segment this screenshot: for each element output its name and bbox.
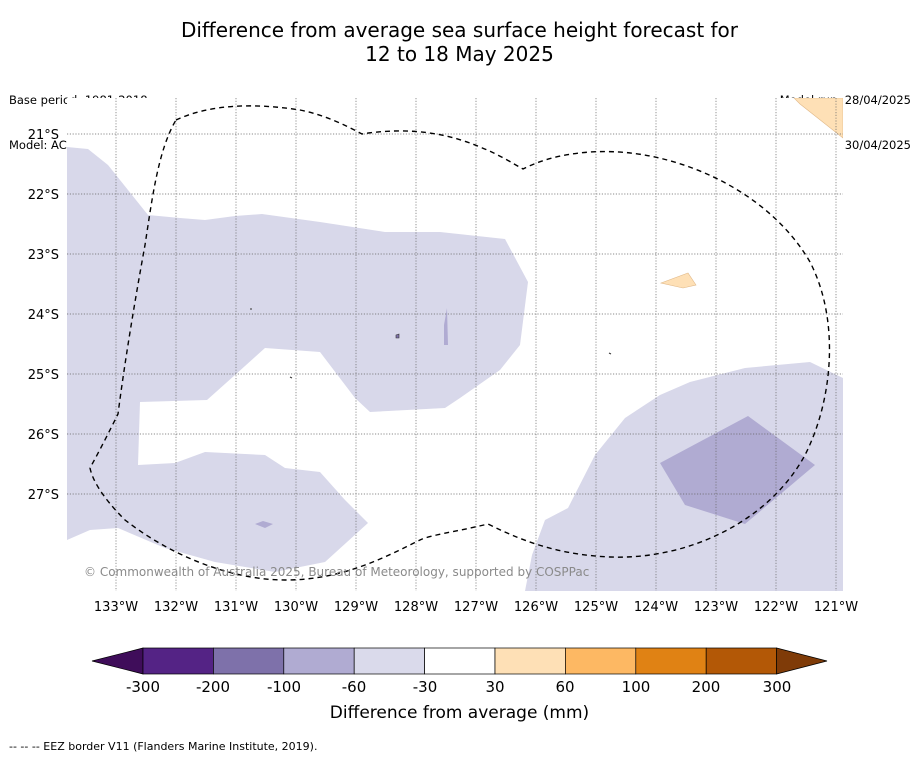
colorbar-extend-low [91, 647, 144, 675]
eez-legend-footer: -- -- -- EEZ border V11 (Flanders Marine… [9, 740, 318, 753]
lon-label: 127°W [454, 600, 498, 615]
colorbar-bin [494, 647, 566, 675]
anomaly-region-neg60-spot [444, 308, 448, 345]
lat-label: 23°S [28, 248, 59, 263]
lon-label: 124°W [634, 600, 678, 615]
map-area [67, 98, 843, 591]
title-line-2: 12 to 18 May 2025 [365, 42, 554, 66]
colorbar-tick-label: -100 [266, 678, 302, 696]
lon-label: 122°W [754, 600, 798, 615]
copyright-notice: © Commonwealth of Australia 2025, Bureau… [84, 565, 590, 579]
longitude-labels: 133°W 132°W 131°W 130°W 129°W 128°W 127°… [94, 600, 858, 615]
latitude-labels: 21°S 22°S 23°S 24°S 25°S 26°S 27°S [28, 128, 59, 503]
lon-label: 123°W [694, 600, 738, 615]
lat-label: 24°S [28, 308, 59, 323]
gridlines [67, 98, 843, 591]
colorbar-tick-label: -300 [125, 678, 161, 696]
lon-label: 129°W [334, 600, 378, 615]
colorbar-tick-label: 100 [621, 678, 651, 696]
colorbar-tick-label: 60 [555, 678, 575, 696]
anomaly-mark-1 [395, 333, 400, 339]
colorbar-bin [213, 647, 285, 675]
anomaly-mark-3 [289, 376, 293, 379]
colorbar-bin [565, 647, 637, 675]
colorbar-bin [424, 647, 496, 675]
anomaly-region-pos30-corner [793, 98, 843, 139]
lon-label: 128°W [394, 600, 438, 615]
lat-label: 21°S [28, 128, 59, 143]
colorbar-tick-label: 30 [485, 678, 505, 696]
anomaly-mark-4 [608, 352, 612, 355]
lon-label: 125°W [574, 600, 618, 615]
lon-label: 133°W [94, 600, 138, 615]
lat-label: 25°S [28, 368, 59, 383]
lon-label: 131°W [214, 600, 258, 615]
map-title: Difference from average sea surface heig… [0, 18, 919, 66]
lon-label: 132°W [154, 600, 198, 615]
title-line-1: Difference from average sea surface heig… [180, 18, 739, 42]
colorbar-tick-label: 200 [691, 678, 721, 696]
colorbar [91, 647, 828, 675]
colorbar-tick-label: -200 [195, 678, 231, 696]
anomaly-region-neg60-small [255, 521, 273, 528]
lon-label: 130°W [274, 600, 318, 615]
lat-label: 27°S [28, 488, 59, 503]
colorbar-bin [353, 647, 425, 675]
lon-label: 126°W [514, 600, 558, 615]
lat-label: 26°S [28, 428, 59, 443]
colorbar-extend-high [776, 647, 828, 675]
eez-border [89, 105, 831, 581]
colorbar-bin [635, 647, 707, 675]
lon-label: 121°W [814, 600, 858, 615]
lat-label: 22°S [28, 188, 59, 203]
anomaly-region-neg30-west [67, 147, 528, 572]
colorbar-tick-label: -30 [412, 678, 438, 696]
colorbar-bin [705, 647, 777, 675]
anomaly-region-pos30-center [659, 272, 697, 289]
colorbar-bin [283, 647, 355, 675]
colorbar-tick-label: -60 [341, 678, 367, 696]
colorbar-bin [142, 647, 214, 675]
colorbar-tick-label: 300 [762, 678, 792, 696]
colorbar-title: Difference from average (mm) [329, 703, 590, 723]
